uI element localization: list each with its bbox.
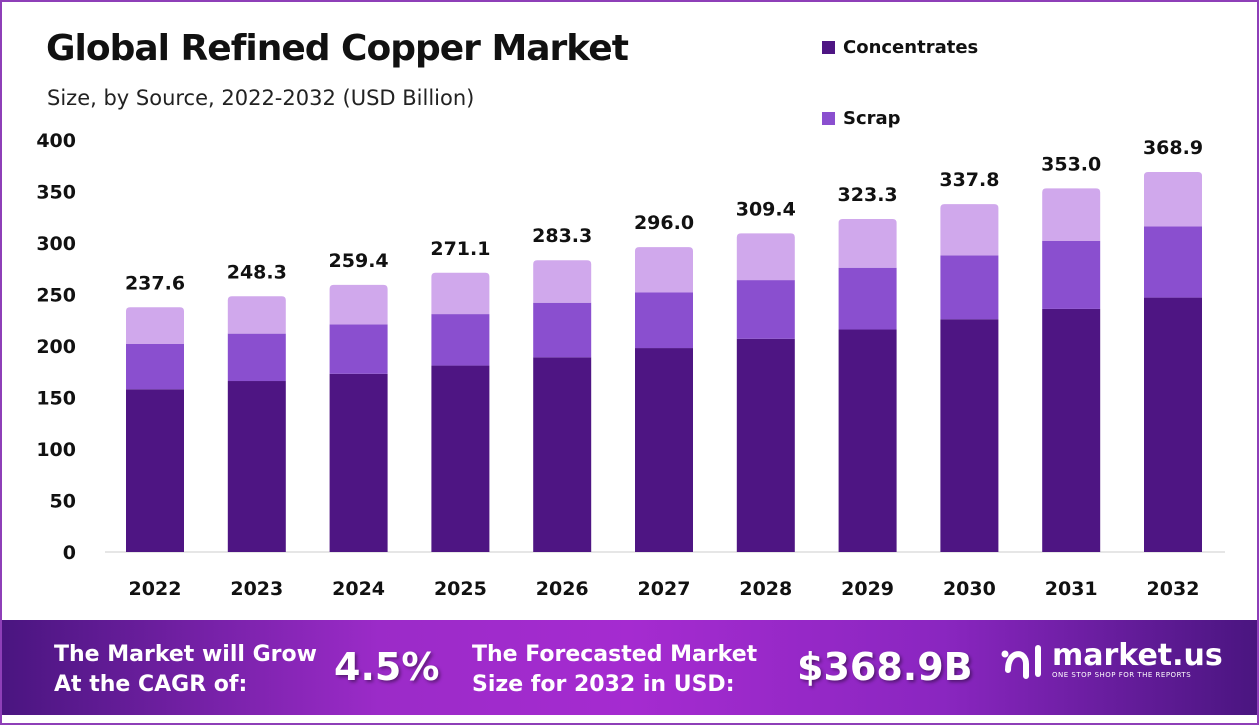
bar-segment-concentrates-2030	[940, 319, 999, 552]
bar-segment-other-2029	[838, 219, 897, 268]
logo-name: market.us	[1052, 638, 1223, 673]
x-tick-label: 2024	[332, 578, 385, 600]
data-label-total: 296.0	[634, 212, 694, 234]
bar-segment-scrap-2030	[940, 255, 999, 320]
y-tick-label: 400	[36, 130, 76, 152]
bar-segment-scrap-2026	[533, 302, 592, 358]
bar-segment-concentrates-2022	[126, 389, 184, 552]
data-label-total: 259.4	[329, 250, 389, 272]
data-label-total: 353.0	[1041, 153, 1101, 175]
bar-segment-concentrates-2023	[227, 381, 286, 552]
x-tick-label: 2026	[536, 578, 589, 600]
x-tick-label: 2031	[1045, 578, 1098, 600]
x-tick-label: 2027	[638, 578, 691, 600]
x-tick-label: 2029	[841, 578, 894, 600]
data-label-total: 271.1	[430, 238, 490, 260]
bar-segment-concentrates-2029	[838, 329, 897, 552]
bar-segment-scrap-2031	[1042, 240, 1101, 309]
data-label-total: 323.3	[838, 184, 898, 206]
bar-segment-scrap-2022	[126, 343, 184, 390]
bar-segment-concentrates-2027	[635, 348, 693, 552]
logo-tagline: ONE STOP SHOP FOR THE REPORTS	[1052, 671, 1192, 679]
bar-segment-scrap-2028	[736, 280, 795, 339]
data-label-total: 248.3	[227, 261, 287, 283]
chart-subtitle: Size, by Source, 2022-2032 (USD Billion)	[47, 86, 475, 110]
y-tick-label: 200	[36, 336, 76, 358]
data-label-total: 283.3	[532, 225, 592, 247]
bar-segment-concentrates-2026	[533, 357, 592, 552]
data-label-total: 309.4	[736, 198, 796, 220]
cagr-label-line1: The Market will Grow	[54, 642, 317, 667]
y-tick-label: 250	[36, 285, 76, 307]
data-label-total: 337.8	[939, 169, 999, 191]
bar-segment-concentrates-2025	[431, 365, 490, 552]
bar-segment-other-2032	[1144, 172, 1202, 227]
forecast-label-line1: The Forecasted Market	[472, 642, 758, 667]
bar-segment-concentrates-2024	[329, 373, 388, 552]
bar-segment-other-2028	[736, 233, 795, 281]
x-tick-label: 2025	[434, 578, 487, 600]
chart-title: Global Refined Copper Market	[46, 28, 629, 69]
bar-segment-other-2031	[1042, 188, 1101, 241]
data-label-total: 368.9	[1143, 137, 1203, 159]
bar-segment-concentrates-2032	[1144, 297, 1202, 552]
x-tick-label: 2028	[739, 578, 792, 600]
cagr-label-line2: At the CAGR of:	[54, 672, 248, 697]
bar-segment-concentrates-2031	[1042, 308, 1101, 552]
bar-segment-scrap-2029	[838, 267, 897, 330]
bar-segment-scrap-2024	[329, 324, 388, 374]
forecast-label-line2: Size for 2032 in USD:	[472, 672, 735, 697]
legend-swatch-scrap	[822, 112, 835, 125]
y-tick-label: 0	[63, 542, 76, 564]
bar-segment-other-2027	[635, 247, 693, 293]
forecast-label: The Forecasted Market Size for 2032 in U…	[472, 640, 757, 700]
logo-icon	[1001, 645, 1041, 679]
legend-label: Scrap	[843, 108, 901, 129]
bar-segment-other-2025	[431, 272, 490, 315]
bar-segment-other-2023	[227, 296, 286, 334]
bar-segment-scrap-2025	[431, 314, 490, 366]
y-tick-label: 50	[50, 491, 76, 513]
x-tick-label: 2032	[1147, 578, 1200, 600]
cagr-label: The Market will Grow At the CAGR of:	[54, 640, 317, 700]
bar-segment-other-2026	[533, 260, 592, 303]
bar-segment-other-2030	[940, 204, 999, 256]
x-tick-label: 2030	[943, 578, 996, 600]
y-tick-label: 100	[36, 439, 76, 461]
x-tick-label: 2023	[230, 578, 283, 600]
forecast-value: $368.9B	[797, 645, 973, 689]
legend-label: Concentrates	[843, 37, 979, 58]
y-tick-label: 300	[36, 233, 76, 255]
legend-swatch-concentrates	[822, 41, 835, 54]
bar-segment-other-2024	[329, 284, 388, 325]
x-tick-label: 2022	[129, 578, 182, 600]
summary-banner: The Market will Grow At the CAGR of: 4.5…	[2, 620, 1257, 715]
legend-item-scrap: Scrap	[822, 108, 901, 129]
y-tick-label: 350	[36, 182, 76, 204]
bar-segment-other-2022	[126, 307, 184, 344]
data-label-total: 237.6	[125, 272, 185, 294]
bar-segment-scrap-2027	[635, 292, 693, 349]
y-tick-label: 150	[36, 388, 76, 410]
market-us-logo: market.us ONE STOP SHOP FOR THE REPORTS	[1000, 640, 1223, 680]
cagr-value: 4.5%	[334, 645, 440, 689]
bar-segment-scrap-2023	[227, 333, 286, 382]
bar-segment-concentrates-2028	[736, 338, 795, 552]
chart-plot: 0 50 100 150 200 250 300 350 400 237.6 2022 248.3 20…	[36, 130, 1225, 600]
bar-segment-scrap-2032	[1144, 226, 1202, 298]
legend-item-concentrates: Concentrates	[822, 37, 978, 58]
